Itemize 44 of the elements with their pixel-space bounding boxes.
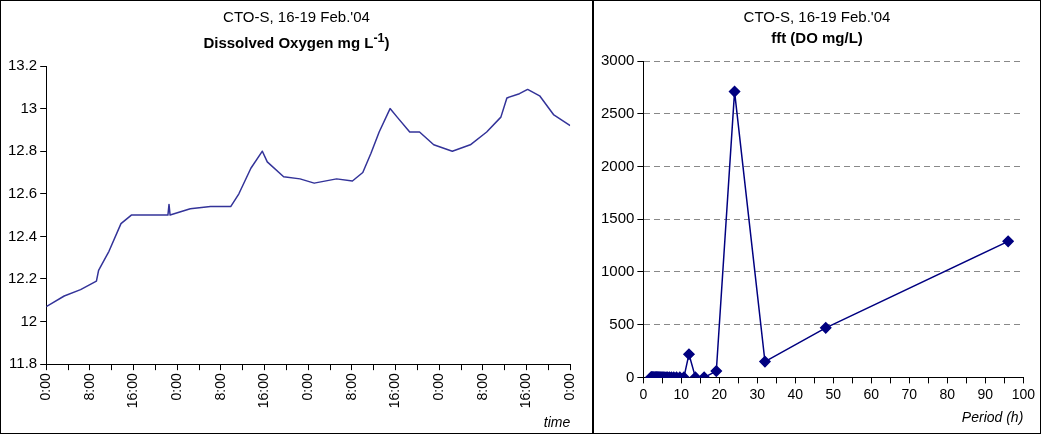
y-tick-label: 13.2 xyxy=(7,56,38,74)
chart-title: CTO-S, 16-19 Feb.'04 xyxy=(742,7,892,27)
x-tick-label: 40 xyxy=(787,385,804,402)
x-axis-title: Period (h) xyxy=(961,409,1024,426)
x-tick-label: 80 xyxy=(939,385,956,402)
y-tick-label: 500 xyxy=(609,314,635,332)
x-axis-title: time xyxy=(543,414,571,431)
x-tick-label: 8:00 xyxy=(211,372,228,401)
chart-title: CTO-S, 16-19 Feb.'04 xyxy=(222,7,371,27)
x-tick-label: 8:00 xyxy=(342,372,359,401)
x-tick-label: 0:00 xyxy=(430,372,447,401)
x-tick-label: 90 xyxy=(977,385,994,402)
x-tick-label: 8:00 xyxy=(80,372,97,401)
x-tick-label: 30 xyxy=(749,385,766,402)
chart-subtitle: fft (DO mg/L) xyxy=(770,28,864,48)
y-tick-label: 2000 xyxy=(600,156,635,174)
x-tick-label: 0:00 xyxy=(37,372,54,401)
y-tick-label: 3000 xyxy=(600,51,635,69)
x-tick-label: 0 xyxy=(639,385,648,402)
y-tick-label: 13 xyxy=(20,98,38,116)
y-tick-label: 1500 xyxy=(600,209,635,227)
x-tick-label: 70 xyxy=(901,385,918,402)
x-tick-label: 100 xyxy=(1011,385,1036,402)
y-tick-label: 12.6 xyxy=(7,183,38,201)
y-tick-label: 12.2 xyxy=(7,269,38,287)
x-tick-label: 0:00 xyxy=(168,372,185,401)
x-tick-label: 8:00 xyxy=(473,372,490,401)
chart-subtitle: Dissolved Oxygen mg L$^{-1}$) xyxy=(202,30,391,53)
x-tick-label: 20 xyxy=(711,385,728,402)
x-tick-label: 16:00 xyxy=(124,372,141,409)
x-tick-label: 0:00 xyxy=(561,372,578,401)
x-tick-label: 50 xyxy=(825,385,842,402)
x-tick-label: 16:00 xyxy=(255,372,272,409)
x-tick-label: 16:00 xyxy=(517,372,534,409)
x-tick-label: 16:00 xyxy=(386,372,403,409)
x-tick-label: 10 xyxy=(673,385,690,402)
y-tick-label: 11.8 xyxy=(9,354,38,372)
y-tick-label: 12.4 xyxy=(7,226,38,244)
y-tick-label: 1000 xyxy=(600,262,635,280)
y-tick-label: 12.8 xyxy=(7,141,38,159)
x-tick-label: 0:00 xyxy=(299,372,316,401)
y-tick-label: 2500 xyxy=(600,103,635,121)
x-tick-label: 60 xyxy=(863,385,880,402)
y-tick-label: 12 xyxy=(20,311,38,329)
